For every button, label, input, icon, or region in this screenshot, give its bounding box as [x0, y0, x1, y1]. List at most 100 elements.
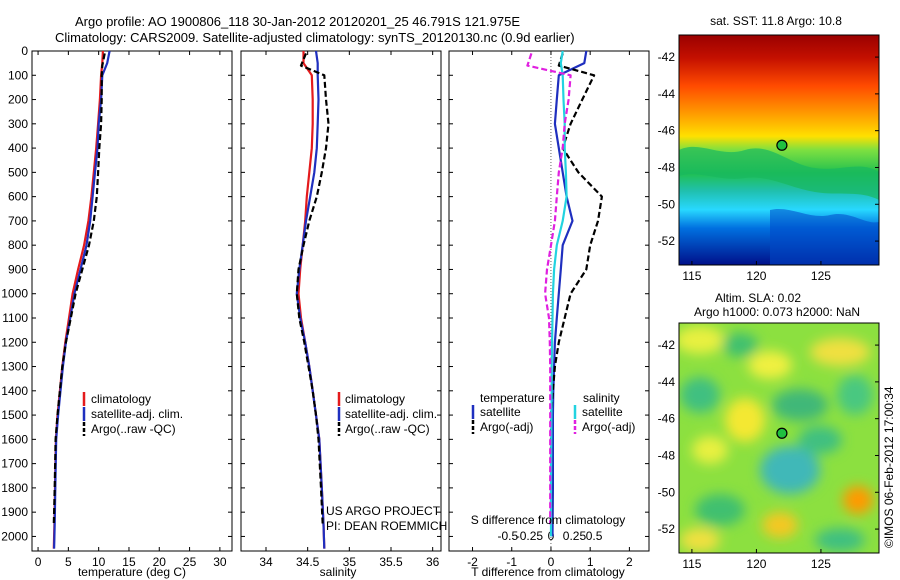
diff-legend-temp-header: temperature [480, 391, 545, 405]
map-x-tick-label: 125 [811, 269, 831, 283]
diff-legend-sal-header: salinity [583, 391, 620, 405]
x-tick-label: 5 [65, 555, 72, 569]
x-tick-label: 35.5 [379, 555, 403, 569]
map-y-tick-label: -44 [658, 375, 676, 389]
map-y-tick-label: -50 [658, 485, 676, 499]
salinity-x-axis: 34 34.5 35 35.5 36 [259, 51, 440, 569]
x-tick-label: 2 [626, 555, 633, 569]
pressure-tick-label: 100 [8, 68, 28, 82]
map-y-tick-label: -48 [658, 160, 676, 174]
map-y-tick-label: -42 [658, 50, 676, 64]
sla-map-field [679, 323, 879, 553]
x-tick-label: -1 [506, 555, 517, 569]
difference-axes-box [448, 50, 650, 552]
map-x-tick-label: 120 [746, 557, 766, 571]
pressure-tick-label: 1600 [1, 432, 28, 446]
difference-legend: temperature salinity satellite Argo(-adj… [471, 391, 635, 434]
x-tick-label: 20 [153, 555, 167, 569]
pressure-tick-label: 500 [8, 165, 28, 179]
x-tick-label: 0 [548, 555, 555, 569]
series-line [549, 50, 568, 537]
sst-map-panel: sat. SST: 11.8 Argo: 10.8 115 120 125 -42 -4… [658, 14, 880, 283]
pressure-tick-label: 1500 [1, 408, 28, 422]
x-tick-label: 1 [587, 555, 594, 569]
x-tick-label: 36 [426, 555, 440, 569]
salinity-legend: climatology satellite-adj. clim. Argo(..… [337, 392, 437, 436]
temperature-x-axis: 0 5 10 15 20 25 30 [35, 51, 227, 569]
sla-anomaly-blobs [679, 326, 873, 552]
sst-map-title: sat. SST: 11.8 Argo: 10.8 [710, 14, 842, 28]
figure-title-line2: Climatology: CARS2009. Satellite-adjuste… [55, 30, 575, 45]
pressure-tick-label: 1800 [1, 481, 28, 495]
pressure-axis: 0 100 200 300 400 500 600 700 800 900 1000 1100 1200… [1, 44, 232, 543]
argo-location-marker [776, 139, 788, 151]
map-y-tick-label: -48 [658, 448, 676, 462]
pressure-tick-label: 1200 [1, 335, 28, 349]
map-x-tick-label: 120 [746, 269, 766, 283]
pressure-tick-label: 0 [21, 44, 28, 58]
map-y-tick-label: -52 [658, 522, 676, 536]
salinity-xlabel: salinity [320, 565, 357, 579]
pressure-tick-label: 300 [8, 117, 28, 131]
map-x-tick-label: 115 [682, 269, 701, 283]
pressure-tick-label: 400 [8, 141, 28, 155]
sla-map-panel: Altim. SLA: 0.02 Argo h1000: 0.073 h2000… [658, 291, 896, 571]
pressure-tick-label: 200 [8, 93, 28, 107]
map-y-tick-label: -52 [658, 234, 676, 248]
s-tick-label: -0.25 [516, 529, 544, 543]
salinity-legend-clim: climatology [345, 392, 405, 406]
sst-map-axes: 115 120 125 -42 -44 -46 -48 -50 -52 [658, 50, 879, 283]
argo-location-marker-sla [776, 427, 788, 439]
temperature-legend-sat: satellite-adj. clim. [91, 407, 183, 421]
temperature-panel: 0100200300400500600700800900100011001200… [1, 44, 233, 579]
difference-series [526, 50, 604, 537]
x-tick-label: -2 [467, 555, 478, 569]
x-tick-label: 34.5 [296, 555, 320, 569]
diff-legend-sal-argo: Argo(-adj) [582, 420, 635, 434]
salinity-legend-argo: Argo(..raw -QC) [345, 422, 430, 436]
s-tick-label: 0.25 [563, 529, 587, 543]
sla-map-axes: 115 120 125 -42 -44 -46 -48 -50 -52 [658, 338, 879, 571]
series-line [526, 53, 572, 525]
series-line [295, 52, 330, 525]
pressure-tick-label: 1300 [1, 360, 28, 374]
map-y-tick-label: -50 [658, 197, 676, 211]
x-tick-label: 35 [343, 555, 357, 569]
temperature-series [52, 50, 111, 549]
salinity-legend-sat: satellite-adj. clim. [345, 407, 437, 421]
pressure-tick-label: 1900 [1, 505, 28, 519]
x-tick-label: 30 [213, 555, 227, 569]
x-tick-label: 0 [35, 555, 42, 569]
s-difference-label: S difference from climatology [471, 513, 626, 527]
difference-y-ticks [449, 50, 649, 537]
x-tick-label: 25 [183, 555, 197, 569]
sla-map-frame [678, 322, 880, 554]
series-line [551, 50, 588, 537]
series-line [549, 53, 604, 525]
temperature-legend-clim: climatology [91, 392, 151, 406]
figure-title-line1: Argo profile: AO 1900806_118 30-Jan-2012… [75, 14, 520, 29]
pressure-tick-label: 1000 [1, 287, 28, 301]
series-line [52, 53, 106, 525]
project-annotation-line2: PI: DEAN ROEMMICH [326, 519, 447, 533]
series-line [52, 50, 104, 549]
pressure-tick-label: 1400 [1, 384, 28, 398]
sst-cold-tongue [770, 208, 879, 265]
sst-front-band [679, 146, 879, 200]
salinity-series [295, 50, 330, 549]
x-tick-label: 10 [92, 555, 106, 569]
pressure-tick-label: 1700 [1, 457, 28, 471]
difference-panel: -2 -1 0 1 2 -0.5-0.25 0 0.25 0.5 S difference f… [448, 50, 650, 579]
salinity-y-ticks [241, 50, 441, 537]
map-x-tick-label: 125 [811, 557, 831, 571]
sla-map-title-line1: Altim. SLA: 0.02 [715, 291, 801, 305]
map-y-tick-label: -42 [658, 338, 676, 352]
diff-legend-temp-sat: satellite [480, 405, 521, 419]
diff-legend-temp-argo: Argo(-adj) [480, 420, 533, 434]
temperature-legend: climatology satellite-adj. clim. Argo(..… [82, 392, 183, 436]
map-y-tick-label: -46 [658, 412, 676, 426]
pressure-tick-label: 1100 [2, 311, 28, 325]
t-difference-xlabel: T difference from climatology [471, 565, 625, 579]
pressure-tick-label: 700 [8, 214, 28, 228]
